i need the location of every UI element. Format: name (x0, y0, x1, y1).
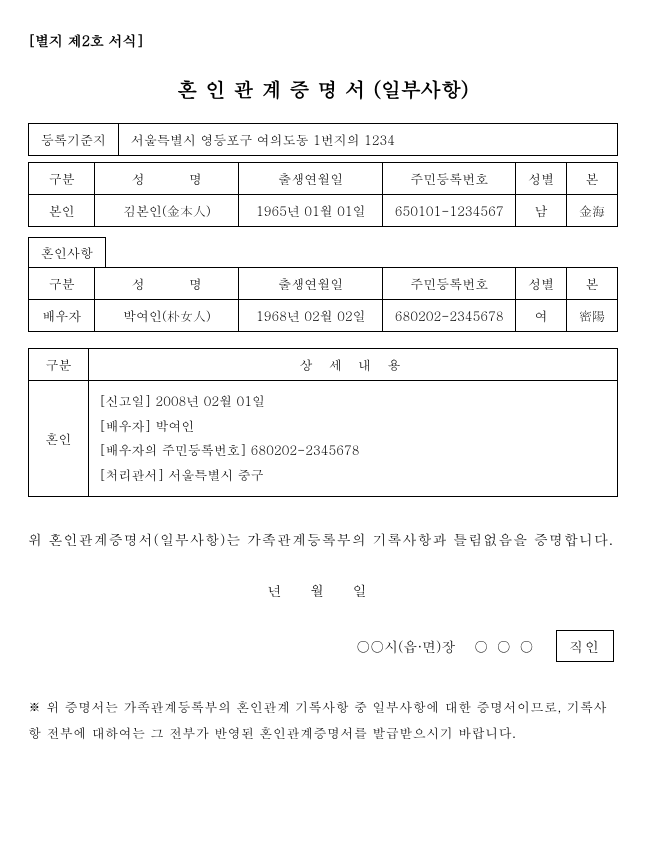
detail-header-row: 구분 상 세 내 용 (29, 349, 618, 381)
spouse-id: 680202-2345678 (383, 300, 516, 332)
table-header-row: 구분 성 명 출생연월일 주민등록번호 성별 본 (29, 163, 618, 195)
reg-base-value: 서울특별시 영등포구 여의도동 1번지의 1234 (119, 124, 618, 156)
detail-line2: [배우자] 박여인 (99, 414, 607, 439)
header-birth: 출생연월일 (239, 163, 383, 195)
header-name: 성 명 (95, 163, 239, 195)
date-line: 년 월 일 (28, 580, 618, 600)
footer-note: ※ 위 증명서는 가족관계등록부의 혼인관계 기록사항 중 일부사항에 대한 증… (28, 694, 618, 746)
header-id: 주민등록번호 (383, 268, 516, 300)
self-table: 구분 성 명 출생연월일 주민등록번호 성별 본 본인 김본인(金本人) 196… (28, 162, 618, 227)
header-birth: 출생연월일 (239, 268, 383, 300)
header-gubun: 구분 (29, 163, 95, 195)
spouse-origin: 密陽 (567, 300, 618, 332)
header-origin: 본 (567, 163, 618, 195)
detail-line1: [신고일] 2008년 02월 01일 (99, 389, 607, 414)
document-title: 혼인관계증명서(일부사항) (28, 74, 618, 103)
issuer-authority: ○○시(읍·면)장 (356, 636, 455, 656)
detail-table: 구분 상 세 내 용 혼인 [신고일] 2008년 02월 01일 [배우자] … (28, 348, 618, 497)
spouse-gubun: 배우자 (29, 300, 95, 332)
spouse-row: 배우자 박여인(朴女人) 1968년 02월 02일 680202-234567… (29, 300, 618, 332)
spouse-gender: 여 (516, 300, 567, 332)
header-origin: 본 (567, 268, 618, 300)
header-gender: 성별 (516, 268, 567, 300)
title-sub: (일부사항) (373, 74, 468, 103)
self-id: 650101-1234567 (383, 195, 516, 227)
detail-header-gubun: 구분 (29, 349, 89, 381)
detail-label: 혼인 (29, 381, 89, 497)
official-seal: 직인 (556, 630, 614, 662)
title-main: 혼인관계증명서 (177, 74, 373, 103)
spouse-table: 구분 성 명 출생연월일 주민등록번호 성별 본 배우자 박여인(朴女人) 19… (28, 267, 618, 332)
header-name: 성 명 (95, 268, 239, 300)
self-row: 본인 김본인(金本人) 1965년 01월 01일 650101-1234567… (29, 195, 618, 227)
issuer-line: ○○시(읍·면)장 ○ ○ ○ 직인 (28, 630, 618, 662)
detail-header-content: 상 세 내 용 (89, 349, 618, 381)
self-origin: 金海 (567, 195, 618, 227)
marriage-section-tag: 혼인사항 (28, 237, 106, 268)
spouse-name: 박여인(朴女人) (95, 300, 239, 332)
self-gender: 남 (516, 195, 567, 227)
self-birth: 1965년 01월 01일 (239, 195, 383, 227)
detail-line4: [처리관서] 서울특별시 중구 (99, 463, 607, 488)
detail-line3: [배우자의 주민등록번호] 680202-2345678 (99, 438, 607, 463)
detail-row: 혼인 [신고일] 2008년 02월 01일 [배우자] 박여인 [배우자의 주… (29, 381, 618, 497)
header-gender: 성별 (516, 163, 567, 195)
header-id: 주민등록번호 (383, 163, 516, 195)
form-header: [별지 제2호 서식] (28, 30, 618, 50)
detail-content: [신고일] 2008년 02월 01일 [배우자] 박여인 [배우자의 주민등록… (89, 381, 618, 497)
reg-base-label: 등록기준지 (29, 124, 119, 156)
table-header-row: 구분 성 명 출생연월일 주민등록번호 성별 본 (29, 268, 618, 300)
registration-base-table: 등록기준지 서울특별시 영등포구 여의도동 1번지의 1234 (28, 123, 618, 156)
self-name: 김본인(金本人) (95, 195, 239, 227)
issuer-circles: ○ ○ ○ (474, 636, 535, 656)
self-gubun: 본인 (29, 195, 95, 227)
header-gubun: 구분 (29, 268, 95, 300)
spouse-birth: 1968년 02월 02일 (239, 300, 383, 332)
certification-text: 위 혼인관계증명서(일부사항)는 가족관계등록부의 기록사항과 틀림없음을 증명… (28, 525, 618, 554)
